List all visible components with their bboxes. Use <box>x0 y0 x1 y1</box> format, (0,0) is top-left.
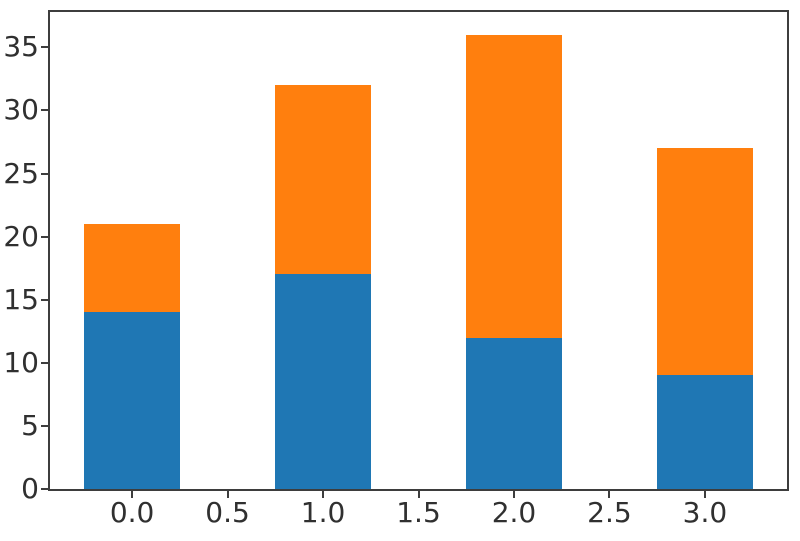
bar-2-segment-series-top <box>466 34 562 338</box>
y-tick-label: 20 <box>3 219 39 253</box>
bar-1-segment-series-bottom <box>275 274 371 489</box>
y-tick-mark <box>41 46 48 49</box>
y-tick-mark <box>41 109 48 112</box>
bar-1-segment-series-top <box>275 85 371 275</box>
x-tick-mark <box>322 491 325 498</box>
x-tick-label: 0.5 <box>205 496 250 529</box>
y-tick-label: 0 <box>21 472 39 505</box>
x-tick-mark <box>226 491 229 498</box>
x-tick-mark <box>703 491 706 498</box>
y-tick-label: 15 <box>3 282 39 316</box>
bar-2-segment-series-bottom <box>466 337 562 489</box>
y-tick-mark <box>41 424 48 427</box>
x-tick-label: 1.5 <box>396 496 441 529</box>
y-tick-label: 5 <box>21 408 39 442</box>
y-tick-mark <box>41 172 48 175</box>
x-tick-label: 1.0 <box>300 496 346 529</box>
y-tick-mark <box>41 235 48 238</box>
x-tick-label: 0.0 <box>109 496 155 529</box>
x-tick-mark <box>512 491 515 498</box>
y-tick-label: 25 <box>3 156 39 190</box>
x-tick-mark <box>417 491 420 498</box>
y-tick-label: 30 <box>3 93 39 127</box>
x-tick-mark <box>608 491 611 498</box>
x-tick-label: 2.5 <box>587 496 632 529</box>
x-tick-label: 2.0 <box>491 496 537 529</box>
bar-3-segment-series-top <box>657 148 753 376</box>
y-tick-mark <box>41 488 48 490</box>
x-tick-label: 3.0 <box>682 496 728 529</box>
y-tick-label: 35 <box>3 30 39 64</box>
y-tick-label: 10 <box>3 345 39 379</box>
bar-0-segment-series-top <box>84 224 180 313</box>
bar-3-segment-series-bottom <box>657 375 753 489</box>
y-tick-mark <box>41 361 48 364</box>
bar-0-segment-series-bottom <box>84 312 180 489</box>
y-tick-mark <box>41 298 48 301</box>
x-tick-mark <box>131 491 134 498</box>
